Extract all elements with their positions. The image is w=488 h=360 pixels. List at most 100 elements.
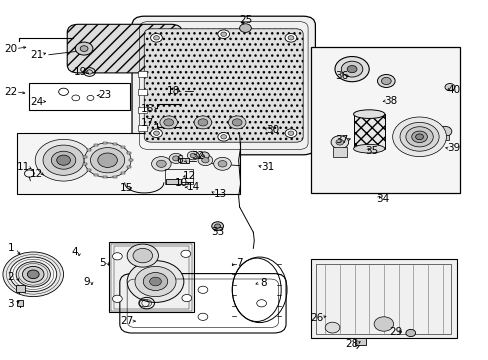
Bar bbox=[138, 125, 146, 131]
Circle shape bbox=[153, 131, 159, 135]
Circle shape bbox=[405, 329, 415, 337]
Circle shape bbox=[190, 153, 196, 158]
Text: 28: 28 bbox=[345, 339, 358, 349]
Text: 16: 16 bbox=[141, 104, 154, 114]
Bar bbox=[138, 89, 146, 95]
Text: 26: 26 bbox=[309, 312, 323, 323]
Circle shape bbox=[198, 119, 207, 126]
Text: 14: 14 bbox=[186, 182, 200, 192]
Text: 4: 4 bbox=[71, 247, 78, 257]
Text: 34: 34 bbox=[375, 194, 388, 204]
Circle shape bbox=[415, 134, 423, 140]
Bar bbox=[127, 152, 131, 154]
Bar bbox=[180, 158, 188, 163]
Circle shape bbox=[143, 273, 167, 291]
Bar bbox=[166, 179, 181, 184]
Text: 40: 40 bbox=[447, 85, 459, 95]
Text: 1: 1 bbox=[7, 243, 14, 253]
Circle shape bbox=[341, 61, 362, 77]
Text: 17: 17 bbox=[141, 118, 154, 128]
Circle shape bbox=[399, 122, 438, 151]
Circle shape bbox=[153, 36, 159, 40]
Bar bbox=[82, 163, 86, 165]
Circle shape bbox=[127, 261, 183, 302]
Bar bbox=[113, 246, 189, 309]
Text: 10: 10 bbox=[174, 178, 187, 188]
Circle shape bbox=[381, 77, 390, 85]
Circle shape bbox=[211, 222, 223, 230]
Bar bbox=[353, 114, 384, 149]
Circle shape bbox=[160, 116, 177, 129]
Circle shape bbox=[221, 32, 226, 36]
Circle shape bbox=[218, 30, 229, 39]
Bar bbox=[103, 176, 107, 179]
Text: 12: 12 bbox=[183, 171, 196, 181]
Circle shape bbox=[377, 75, 394, 87]
Circle shape bbox=[214, 224, 220, 228]
Text: 20: 20 bbox=[4, 44, 17, 54]
Circle shape bbox=[112, 295, 122, 302]
Circle shape bbox=[156, 160, 166, 167]
Bar bbox=[138, 71, 146, 77]
Text: 15: 15 bbox=[119, 183, 133, 193]
Ellipse shape bbox=[353, 110, 384, 118]
Text: 21: 21 bbox=[30, 50, 43, 60]
Bar bbox=[113, 176, 117, 178]
Circle shape bbox=[201, 158, 208, 163]
Bar bbox=[129, 159, 133, 161]
Text: 5: 5 bbox=[99, 258, 106, 268]
Bar bbox=[127, 166, 131, 168]
Circle shape bbox=[163, 119, 173, 126]
Circle shape bbox=[86, 70, 92, 74]
Circle shape bbox=[182, 294, 191, 302]
Bar bbox=[16, 285, 25, 292]
Circle shape bbox=[75, 42, 93, 55]
Text: 23: 23 bbox=[98, 90, 112, 100]
Text: 36: 36 bbox=[334, 71, 347, 81]
Circle shape bbox=[198, 155, 212, 166]
Circle shape bbox=[287, 36, 293, 40]
Circle shape bbox=[172, 156, 179, 161]
Circle shape bbox=[135, 266, 176, 297]
Circle shape bbox=[232, 119, 242, 126]
Text: 32: 32 bbox=[191, 150, 204, 161]
Bar bbox=[332, 147, 346, 157]
Bar bbox=[17, 133, 239, 194]
Circle shape bbox=[405, 127, 432, 147]
Circle shape bbox=[51, 151, 76, 169]
Circle shape bbox=[334, 57, 368, 82]
Bar bbox=[316, 264, 450, 334]
FancyBboxPatch shape bbox=[132, 16, 315, 155]
Circle shape bbox=[90, 148, 124, 173]
Circle shape bbox=[373, 317, 393, 331]
Circle shape bbox=[228, 116, 245, 129]
Circle shape bbox=[84, 143, 131, 177]
Circle shape bbox=[43, 145, 84, 175]
Circle shape bbox=[285, 33, 296, 42]
Text: 24: 24 bbox=[30, 96, 43, 107]
Circle shape bbox=[325, 322, 339, 333]
Circle shape bbox=[22, 266, 44, 282]
Circle shape bbox=[27, 270, 39, 279]
Bar bbox=[29, 83, 129, 110]
Text: 18: 18 bbox=[166, 86, 180, 96]
Circle shape bbox=[411, 131, 427, 143]
Circle shape bbox=[335, 139, 343, 145]
Circle shape bbox=[57, 155, 70, 165]
Text: 30: 30 bbox=[266, 125, 279, 135]
Text: 7: 7 bbox=[236, 258, 243, 268]
Ellipse shape bbox=[353, 144, 384, 153]
Circle shape bbox=[35, 139, 92, 181]
Circle shape bbox=[10, 257, 57, 292]
Bar bbox=[108, 242, 194, 312]
Bar bbox=[17, 300, 23, 306]
Text: 37: 37 bbox=[334, 135, 347, 145]
Circle shape bbox=[218, 132, 229, 141]
Circle shape bbox=[80, 46, 88, 51]
Bar bbox=[111, 244, 191, 310]
Text: 6: 6 bbox=[176, 155, 183, 165]
Text: 22: 22 bbox=[4, 87, 18, 97]
Circle shape bbox=[221, 135, 226, 139]
FancyBboxPatch shape bbox=[144, 29, 303, 142]
Circle shape bbox=[213, 157, 231, 170]
